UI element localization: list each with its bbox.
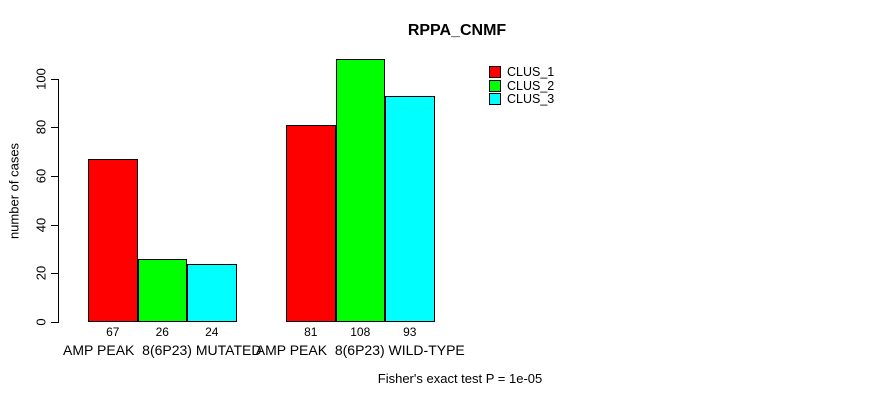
y-axis-tick-label: 40	[33, 217, 49, 232]
group-label: AMP PEAK 8(6P23) MUTATED	[63, 342, 262, 358]
legend-swatch-clus_3	[489, 93, 501, 105]
legend-item-clus_3: CLUS_3	[489, 92, 569, 106]
legend-item-clus_2: CLUS_2	[489, 78, 569, 93]
y-axis-tick	[51, 127, 58, 129]
y-axis-tick-label: 0	[33, 318, 49, 326]
bar-clus_1-group2	[286, 124, 336, 322]
chart-title: RPPA_CNMF	[407, 22, 507, 39]
bar-value-label: 26	[155, 325, 169, 339]
bar-clus_2-group1	[137, 258, 187, 322]
bar-value-label: 108	[350, 325, 371, 339]
bar-clus_2-group2	[335, 59, 385, 322]
bar-clus_3-group2	[385, 95, 435, 322]
bar-value-label: 93	[403, 325, 417, 339]
fisher-test-annotation: Fisher's exact test P = 1e-05	[377, 371, 543, 386]
y-axis-tick-label: 100	[33, 67, 49, 90]
legend-item-clus_1: CLUS_1	[489, 65, 569, 79]
bar-clus_3-group1	[187, 263, 237, 322]
legend-swatch-clus_1	[489, 66, 501, 78]
y-axis-tick	[51, 175, 58, 177]
legend-label: CLUS_1	[507, 65, 555, 79]
y-axis-tick	[51, 78, 58, 80]
bar-value-label: 81	[304, 325, 318, 339]
legend: CLUS_1 CLUS_2 CLUS_3	[489, 65, 569, 108]
bar-value-label: 24	[205, 325, 219, 339]
legend-label: CLUS_3	[507, 92, 555, 106]
legend-label: CLUS_2	[507, 78, 555, 93]
y-axis-line	[58, 78, 59, 323]
y-axis-tick	[51, 273, 58, 275]
bar-value-label: 67	[106, 325, 120, 339]
y-axis-tick	[51, 322, 58, 323]
group-label: AMP PEAK 8(6P23) WILD-TYPE	[255, 342, 465, 358]
y-axis-tick-label: 20	[33, 266, 49, 281]
y-axis-tick-label: 80	[33, 119, 49, 135]
bar-clus_1-group1	[88, 158, 138, 322]
legend-swatch-clus_2	[489, 79, 501, 92]
y-axis-tick-label: 60	[33, 168, 49, 184]
y-axis-tick	[51, 224, 58, 226]
